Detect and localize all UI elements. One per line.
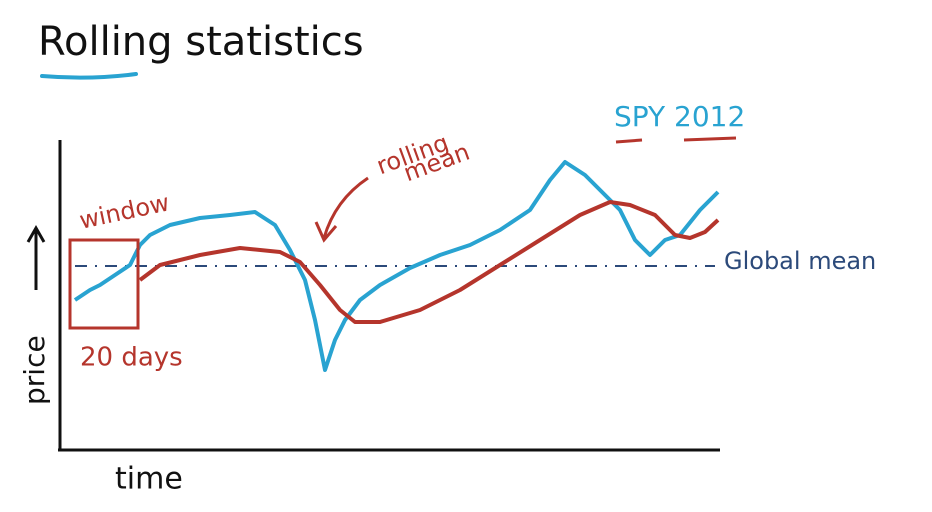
title-underline [40, 72, 138, 80]
window-box [68, 238, 140, 330]
window-size-label: 20 days [80, 343, 183, 373]
global-mean-label: Global mean [724, 247, 876, 275]
legend-underline [615, 136, 737, 144]
title: Rolling statistics [38, 19, 364, 65]
legend-label: SPY 2012 [614, 100, 745, 133]
x-axis-label: time [115, 462, 183, 497]
rolling-mean-arrow [314, 176, 369, 243]
y-axis-arrow [26, 224, 46, 290]
price-curve [73, 160, 720, 372]
y-axis-label: price [18, 335, 51, 405]
rolling-mean-curve [138, 200, 720, 324]
